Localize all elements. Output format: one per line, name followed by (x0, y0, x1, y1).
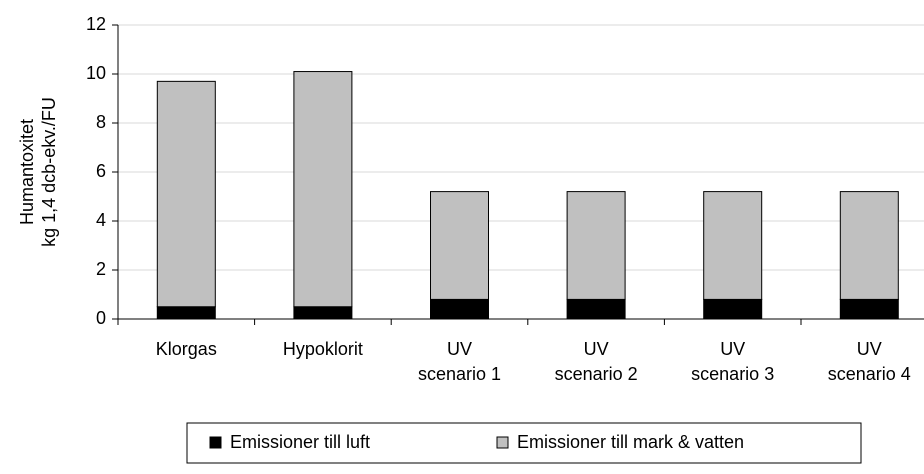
y-tick-label: 10 (86, 63, 106, 83)
legend-swatch (209, 436, 222, 449)
bar-segment (839, 191, 899, 300)
x-tick-label: UV scenario 1 (418, 339, 501, 384)
x-tick-label: UV scenario 4 (828, 339, 911, 384)
y-tick-label: 0 (96, 308, 106, 328)
y-tick-label: 4 (96, 210, 106, 230)
x-tick-label: Hypoklorit (283, 339, 363, 359)
x-tick-label: UV scenario 3 (691, 339, 774, 384)
legend-box (186, 422, 862, 464)
bar-segment (703, 191, 763, 300)
bar-segment (566, 298, 626, 320)
y-tick-label: 6 (96, 161, 106, 181)
y-tick-label: 12 (86, 14, 106, 34)
x-tick-label: UV scenario 2 (555, 339, 638, 384)
bar-segment (430, 191, 489, 300)
bar-segment (156, 80, 216, 308)
x-tick-label: Klorgas (156, 339, 217, 359)
y-tick-label: 2 (96, 259, 106, 279)
legend: Emissioner till luft Emissioner till mark… (186, 422, 862, 464)
bar-segment (430, 298, 489, 320)
bar-segment (839, 298, 899, 320)
y-tick-label: 8 (96, 112, 106, 132)
bar-segment (703, 298, 763, 320)
legend-label: Emissioner till mark & vatten (517, 432, 744, 452)
y-axis-label: Humantoxitet kg 1,4 dcb-ekv./FU (17, 97, 59, 247)
legend-label: Emissioner till luft (230, 432, 370, 452)
bar-segment (293, 71, 353, 308)
bar-segment (293, 306, 353, 320)
legend-swatch (496, 436, 509, 449)
bar-segment (566, 191, 626, 300)
bar-segment (156, 306, 216, 320)
